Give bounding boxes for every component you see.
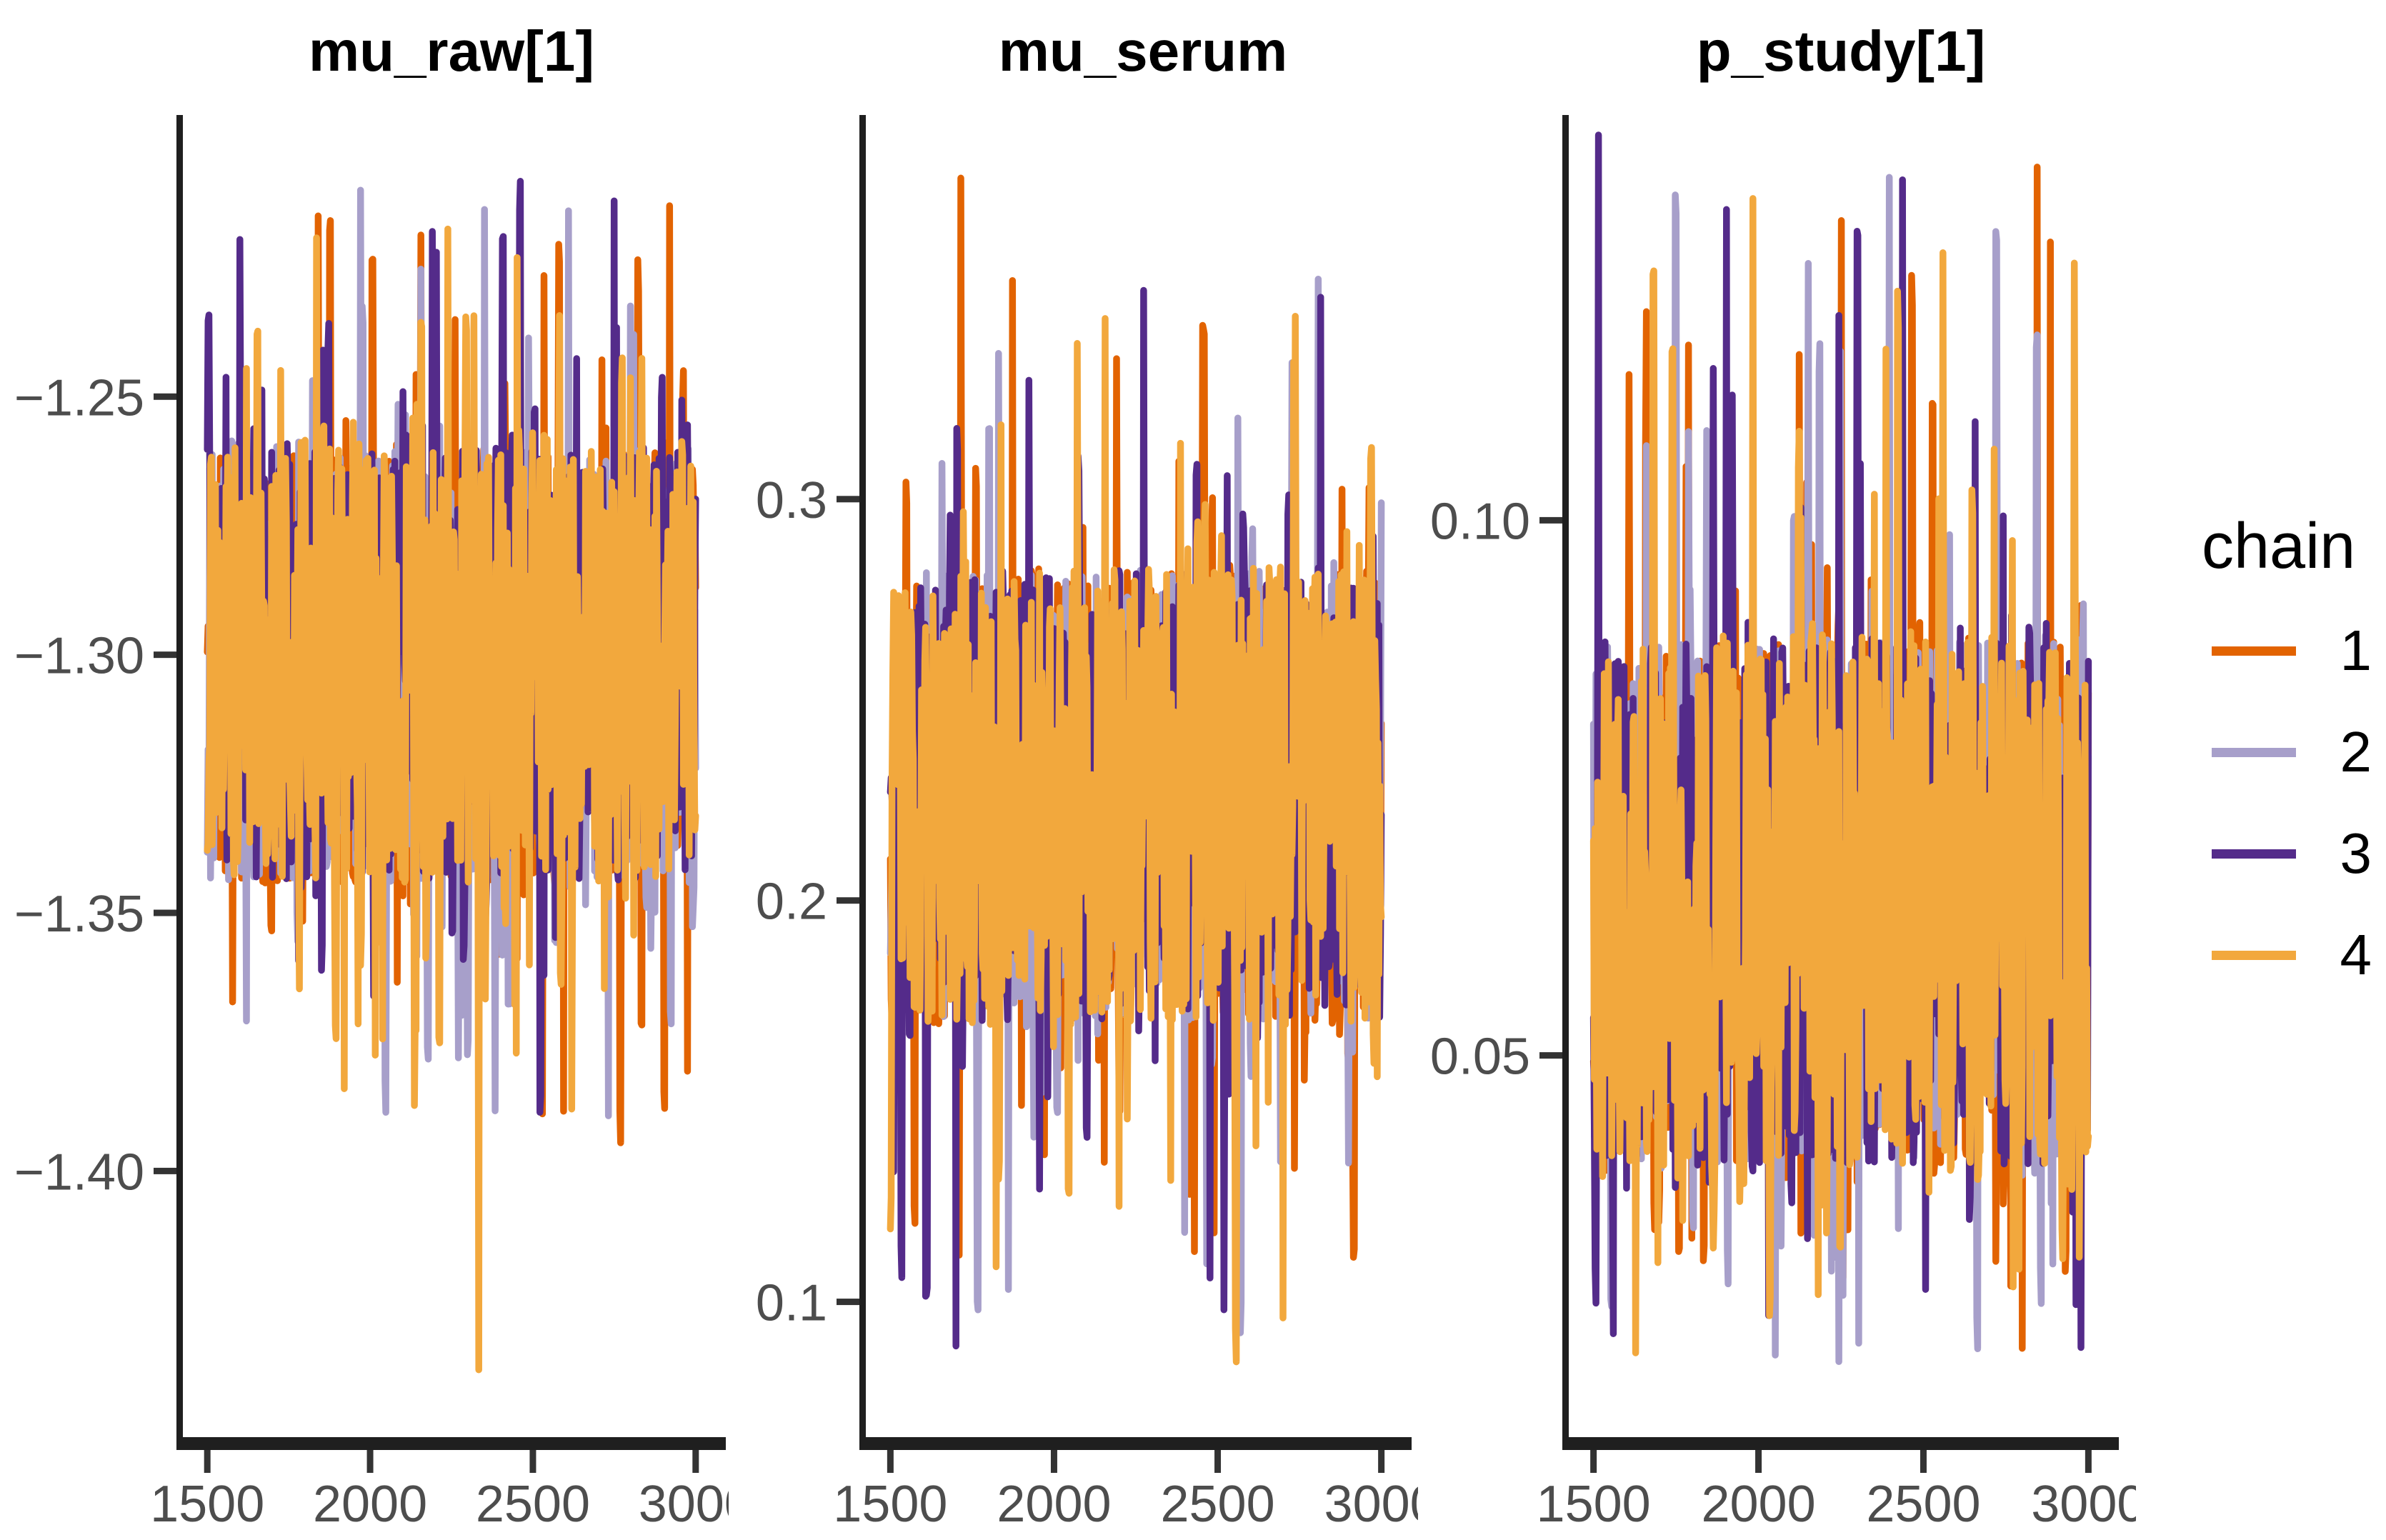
y-tick (154, 393, 176, 400)
panel-title-mu-raw: mu_raw[1] (308, 19, 595, 83)
trace-line-chain-4 (204, 225, 699, 1374)
x-tick-label: 2500 (1866, 1476, 1980, 1533)
y-tick (1539, 1052, 1562, 1059)
y-tick-label: −1.30 (14, 628, 144, 685)
x-tick-label: 3000 (2031, 1476, 2136, 1533)
legend-item-chain-2: 2 (2195, 701, 2382, 803)
y-tick-label: 0.1 (756, 1275, 827, 1332)
y-tick-label: 0.10 (1430, 493, 1530, 550)
x-tick (204, 1450, 211, 1473)
x-tick (1590, 1450, 1597, 1473)
y-axis-line (1562, 115, 1569, 1450)
y-tick-label: −1.40 (14, 1144, 144, 1201)
x-tick-label: 3000 (639, 1476, 729, 1533)
x-tick (1214, 1450, 1222, 1473)
panel-title-p-study: p_study[1] (1696, 19, 1986, 83)
y-tick-label: 0.2 (756, 874, 827, 931)
legend-label-chain-2: 2 (2340, 720, 2372, 784)
x-tick-label: 1500 (833, 1476, 947, 1533)
x-tick (1755, 1450, 1762, 1473)
y-axis-line (176, 115, 183, 1450)
panel-plot-p-study: 0.10 0.05 1500 2000 2500 3000 (1430, 115, 2136, 1533)
y-tick (837, 1299, 859, 1306)
x-tick (2085, 1450, 2092, 1473)
y-tick (154, 651, 176, 659)
y-axis-line (859, 115, 866, 1450)
legend-label-chain-3: 3 (2340, 821, 2372, 885)
legend-key-line-chain-1 (2212, 646, 2296, 656)
chain-legend: chain 1 2 3 4 (2195, 493, 2382, 1006)
legend-label-chain-1: 1 (2340, 619, 2372, 682)
legend-title: chain (2202, 511, 2356, 582)
x-axis-line (859, 1437, 1412, 1450)
x-tick (1378, 1450, 1385, 1473)
x-axis-line (176, 1437, 726, 1450)
x-tick (1920, 1450, 1927, 1473)
y-tick-label: −1.35 (14, 886, 144, 943)
x-tick-label: 2000 (313, 1476, 427, 1533)
panel-title-mu-serum: mu_serum (998, 19, 1288, 83)
x-tick (1050, 1450, 1057, 1473)
y-tick-label: −1.25 (14, 369, 144, 426)
y-tick (154, 1167, 176, 1174)
x-tick-label: 1500 (1537, 1476, 1651, 1533)
legend-label-chain-4: 4 (2340, 923, 2372, 986)
x-tick-label: 2500 (1160, 1476, 1274, 1533)
x-tick-label: 3000 (1324, 1476, 1418, 1533)
trace-line-chain-4 (1589, 195, 2092, 1356)
trace-line-chain-4 (887, 312, 1385, 1366)
legend-key-line-chain-3 (2212, 849, 2296, 859)
y-tick-label: 0.05 (1430, 1029, 1530, 1086)
legend-item-chain-1: 1 (2195, 600, 2382, 701)
y-tick (837, 897, 859, 904)
legend-item-chain-4: 4 (2195, 904, 2382, 1006)
x-tick (529, 1450, 536, 1473)
x-tick-label: 1500 (150, 1476, 264, 1533)
y-tick (1539, 516, 1562, 524)
x-tick (887, 1450, 894, 1473)
panel-plot-mu-serum: 0.3 0.2 0.1 1500 2000 2500 3000 (756, 115, 1418, 1533)
x-tick (692, 1450, 699, 1473)
x-tick-label: 2500 (476, 1476, 590, 1533)
legend-item-chain-3: 3 (2195, 803, 2382, 904)
y-tick (154, 909, 176, 916)
x-axis-line (1562, 1437, 2119, 1450)
x-tick (366, 1450, 374, 1473)
x-tick-label: 2000 (997, 1476, 1111, 1533)
panel-plot-mu-raw: −1.25 −1.30 −1.35 −1.40 1500 2000 2500 3000 (14, 115, 729, 1533)
legend-key-line-chain-2 (2212, 747, 2296, 757)
x-tick-label: 2000 (1701, 1476, 1815, 1533)
y-tick (837, 496, 859, 503)
y-tick-label: 0.3 (756, 472, 827, 529)
legend-key-line-chain-4 (2212, 950, 2296, 960)
